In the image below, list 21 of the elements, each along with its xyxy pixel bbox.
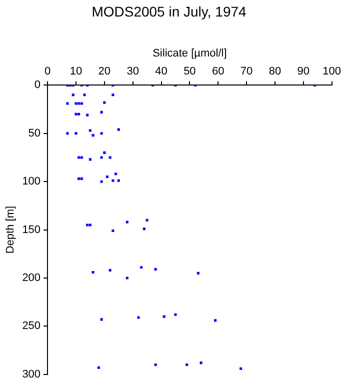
x-tick-label: 30: [126, 66, 139, 78]
y-tick-label: 150: [22, 224, 41, 236]
y-tick-label: 0: [34, 79, 41, 92]
y-tick-label: 250: [22, 320, 41, 332]
y-tick-label: 300: [22, 368, 41, 380]
x-axis-title: Silicate [µmol/l]: [152, 47, 227, 60]
x-tick-label: 60: [212, 66, 224, 78]
x-tick-label: 20: [98, 66, 111, 78]
y-axis-title: Depth [m]: [4, 206, 17, 254]
chart-title: MODS2005 in July, 1974: [92, 3, 247, 20]
x-tick-label: 10: [70, 66, 82, 78]
x-tick-label: 100: [322, 66, 342, 78]
x-tick-label: 40: [155, 66, 168, 78]
y-tick-label: 100: [22, 176, 41, 188]
x-tick-label: 90: [297, 66, 310, 78]
x-tick-label: 80: [268, 66, 282, 78]
y-tick-label: 50: [28, 127, 41, 140]
y-tick-label: 200: [22, 272, 41, 284]
x-tick-label: 50: [184, 66, 196, 78]
x-tick-label: 70: [240, 66, 253, 78]
x-tick-label: 0: [44, 66, 51, 78]
